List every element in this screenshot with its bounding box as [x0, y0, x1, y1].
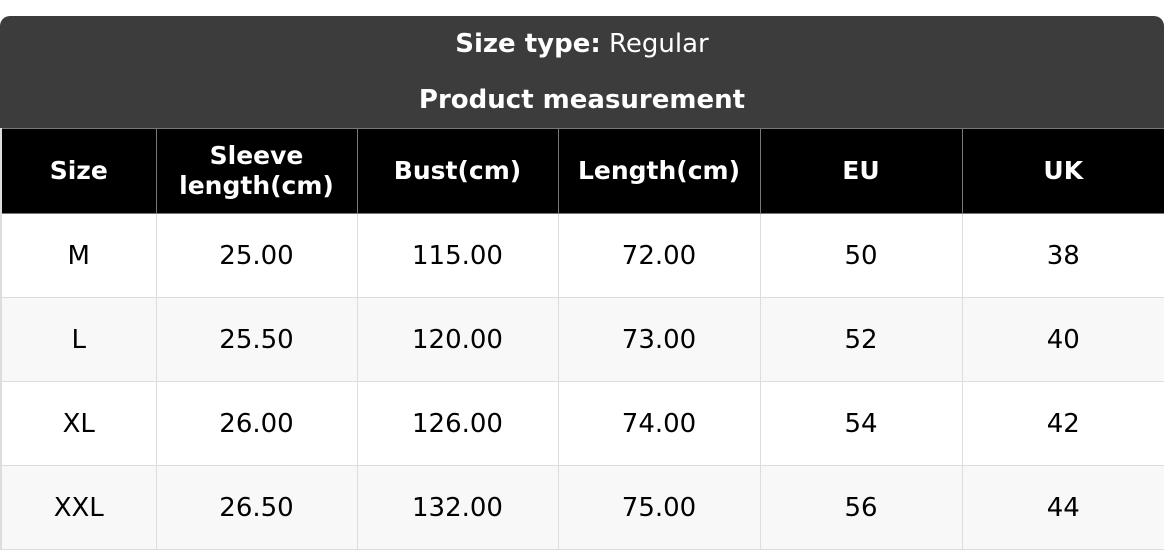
table-cell: 44 [961, 465, 1164, 550]
column-header: Sleeve length(cm) [155, 128, 358, 214]
column-header: Size [0, 128, 157, 214]
table-cell: M [0, 213, 157, 298]
table-cell: 50 [759, 213, 963, 298]
column-header: Bust(cm) [356, 128, 559, 214]
table-row: XL 26.00 126.00 74.00 54 42 [0, 381, 1164, 466]
column-header: UK [961, 128, 1164, 214]
table-cell: 75.00 [557, 465, 761, 550]
table-cell: L [0, 297, 157, 382]
table-cell: 115.00 [356, 213, 559, 298]
table-cell: 52 [759, 297, 963, 382]
table-cell: 42 [961, 381, 1164, 466]
column-header: EU [759, 128, 963, 214]
table-cell: 26.00 [155, 381, 358, 466]
size-type-value: Regular [609, 29, 709, 59]
table-cell: 74.00 [557, 381, 761, 466]
table-cell: 40 [961, 297, 1164, 382]
table-cell: 38 [961, 213, 1164, 298]
table-cell: 73.00 [557, 297, 761, 382]
table-row: XXL 26.50 132.00 75.00 56 44 [0, 465, 1164, 550]
table-row: M 25.00 115.00 72.00 50 38 [0, 213, 1164, 298]
table-cell: 132.00 [356, 465, 559, 550]
table-row: L 25.50 120.00 73.00 52 40 [0, 297, 1164, 382]
table-cell: 120.00 [356, 297, 559, 382]
table-cell: 54 [759, 381, 963, 466]
measurement-table: Size Sleeve length(cm) Bust(cm) Length(cm) E… [0, 128, 1164, 550]
table-cell: XL [0, 381, 157, 466]
table-cell: 72.00 [557, 213, 761, 298]
size-chart: Size type: Regular Product measurement S… [0, 16, 1164, 550]
size-type: Size type: Regular [0, 16, 1164, 72]
chart-header: Size type: Regular Product measurement [0, 16, 1164, 128]
table-cell: 126.00 [356, 381, 559, 466]
table-cell: 25.50 [155, 297, 358, 382]
table-cell: 26.50 [155, 465, 358, 550]
size-type-label: Size type: [455, 29, 601, 59]
header-row: Size Sleeve length(cm) Bust(cm) Length(cm) E… [0, 128, 1164, 214]
table-cell: XXL [0, 465, 157, 550]
column-header: Length(cm) [557, 128, 761, 214]
table-title: Product measurement [418, 85, 746, 115]
table-cell: 56 [759, 465, 963, 550]
table-cell: 25.00 [155, 213, 358, 298]
